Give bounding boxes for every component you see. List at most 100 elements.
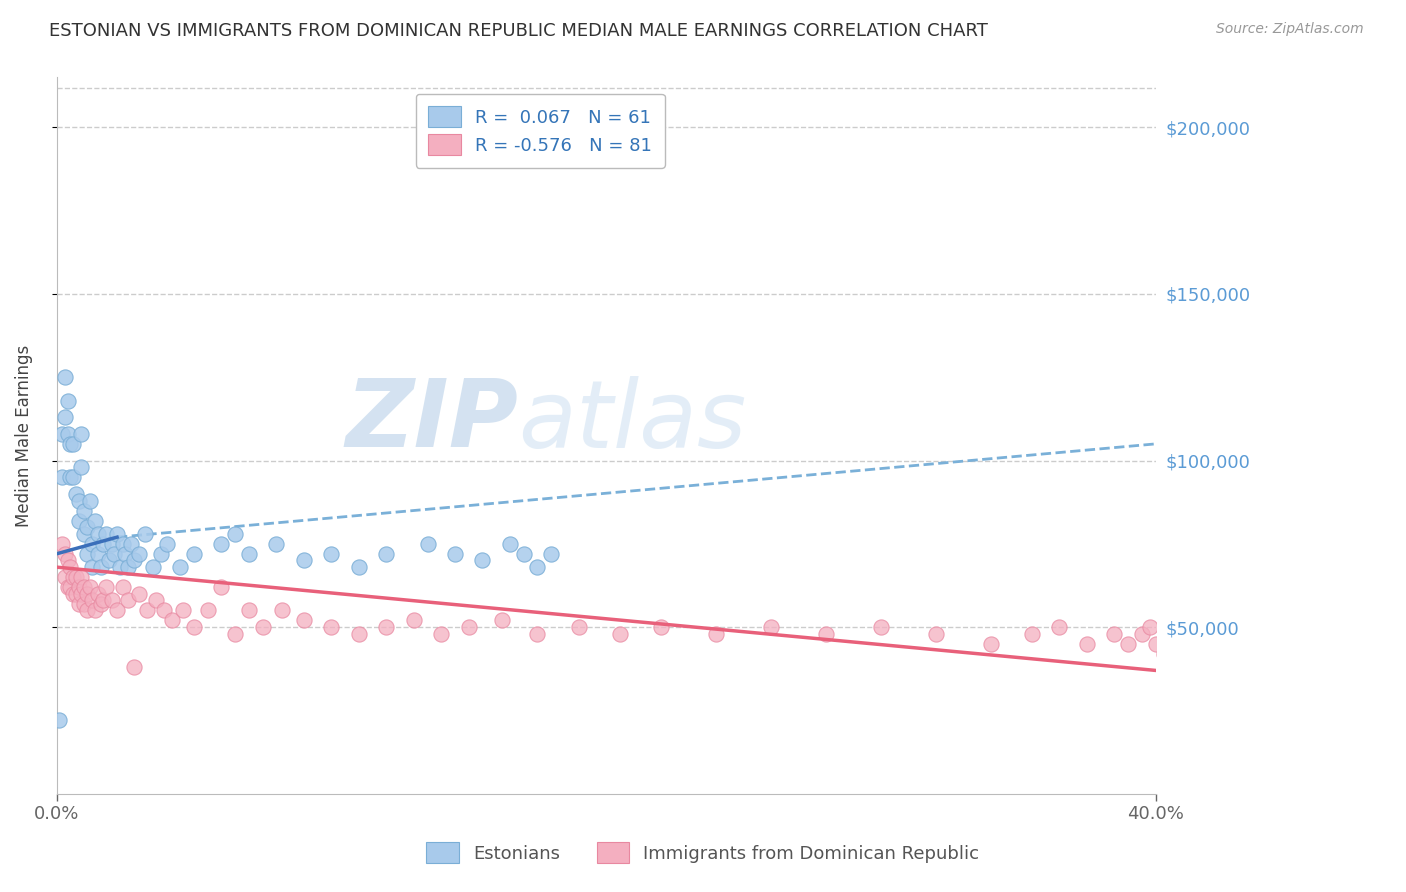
Point [172,603,194,617]
Point [1116,637,1139,651]
Point [375,547,398,561]
Point [416,537,439,551]
Point [526,560,548,574]
Point [1164,627,1187,641]
Point [1130,627,1153,641]
Point [94,580,117,594]
Point [82,537,104,551]
Point [224,627,246,641]
Point [980,637,1002,651]
Point [105,526,128,541]
Point [238,547,260,561]
Point [1144,637,1167,651]
Point [540,547,562,561]
Point [111,537,134,551]
Point [90,597,112,611]
Point [224,526,246,541]
Point [134,526,156,541]
Point [65,570,87,584]
Point [84,603,107,617]
Point [59,580,82,594]
Point [152,603,174,617]
Point [1240,637,1263,651]
Point [65,587,87,601]
Point [1249,647,1271,661]
Point [73,580,96,594]
Point [169,560,191,574]
Point [128,587,150,601]
Point [347,560,370,574]
Point [111,580,134,594]
Point [53,370,76,384]
Point [94,526,117,541]
Legend: R =  0.067   N = 61, R = -0.576   N = 81: R = 0.067 N = 61, R = -0.576 N = 81 [416,94,665,168]
Point [82,560,104,574]
Point [869,620,891,634]
Point [1153,647,1175,661]
Point [67,493,90,508]
Point [650,620,672,634]
Point [70,460,93,475]
Point [100,537,122,551]
Point [1076,637,1098,651]
Legend: Estonians, Immigrants from Dominican Republic: Estonians, Immigrants from Dominican Rep… [418,833,988,872]
Point [211,580,233,594]
Point [347,627,370,641]
Point [1171,637,1194,651]
Point [160,614,183,628]
Y-axis label: Median Male Earnings: Median Male Earnings [15,344,32,526]
Point [56,393,79,408]
Point [70,426,93,441]
Point [321,620,343,634]
Point [70,570,93,584]
Point [568,620,591,634]
Point [292,553,315,567]
Point [62,470,84,484]
Point [117,593,139,607]
Point [87,587,110,601]
Point [1226,647,1249,661]
Point [526,627,548,641]
Point [53,547,76,561]
Point [84,514,107,528]
Point [67,597,90,611]
Point [73,503,96,517]
Point [76,547,98,561]
Point [51,537,73,551]
Point [491,614,513,628]
Point [183,547,205,561]
Point [97,553,120,567]
Point [76,603,98,617]
Point [252,620,274,634]
Text: ZIP: ZIP [346,376,519,467]
Point [444,547,467,561]
Point [56,553,79,567]
Point [266,537,288,551]
Point [59,437,82,451]
Point [1222,637,1244,651]
Point [114,547,136,561]
Point [704,627,727,641]
Point [183,620,205,634]
Point [122,660,145,674]
Point [1194,637,1216,651]
Point [292,614,315,628]
Point [155,537,177,551]
Point [238,603,260,617]
Point [211,537,233,551]
Point [402,614,425,628]
Text: ESTONIAN VS IMMIGRANTS FROM DOMINICAN REPUBLIC MEDIAN MALE EARNINGS CORRELATION : ESTONIAN VS IMMIGRANTS FROM DOMINICAN RE… [49,22,988,40]
Point [1213,627,1236,641]
Point [91,593,114,607]
Point [51,426,73,441]
Point [430,627,453,641]
Point [150,547,173,561]
Point [76,520,98,534]
Point [82,593,104,607]
Point [1047,620,1070,634]
Point [471,553,494,567]
Point [62,437,84,451]
Point [128,547,150,561]
Point [62,570,84,584]
Point [512,547,534,561]
